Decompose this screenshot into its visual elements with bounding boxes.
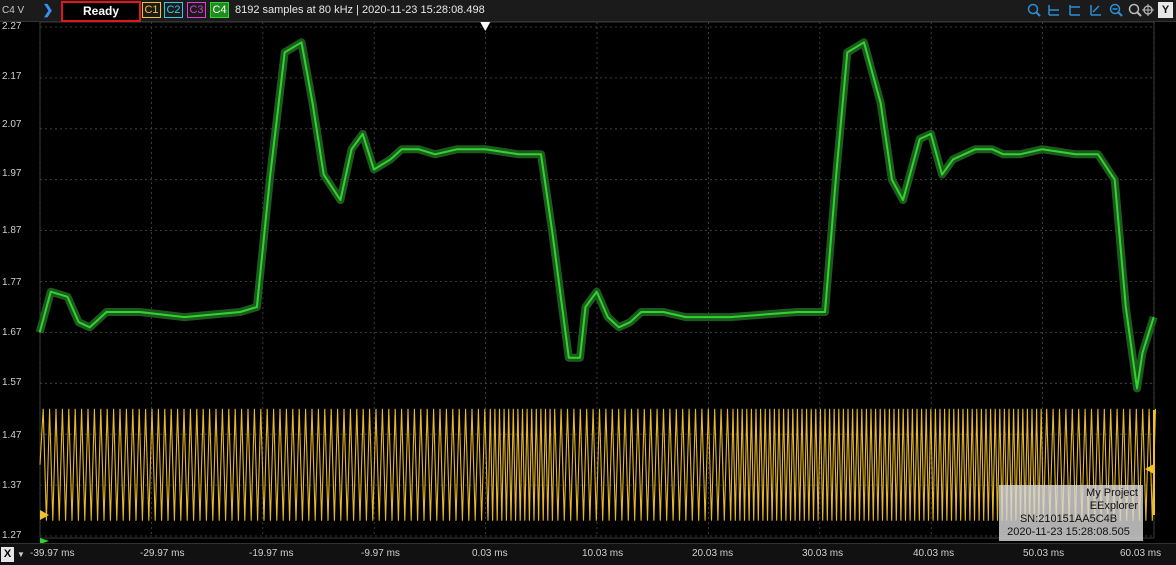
x-tick-label: -39.97 ms: [30, 548, 75, 559]
x-tick-label: -29.97 ms: [140, 548, 185, 559]
x-axis-bar: X ▼ -39.97 ms -29.97 ms -19.97 ms -9.97 …: [0, 543, 1176, 565]
zoom-fit-icon[interactable]: [1127, 3, 1143, 18]
status-indicator: Ready: [61, 1, 141, 22]
serial-number: SN:210151AA5C4B: [1019, 513, 1118, 525]
toolbar: C4 V ❯ Ready C1 C2 C3 C4 8192 samples at…: [0, 0, 1176, 22]
c4-trace-line: [38, 41, 1155, 390]
y-tick-label: 2.17: [2, 71, 22, 82]
x-tick-label: 50.03 ms: [1023, 548, 1065, 559]
channel-c3-button[interactable]: C3: [187, 2, 206, 18]
acquisition-info: 8192 samples at 80 kHz | 2020-11-23 15:2…: [235, 4, 485, 16]
x-tick-label: -9.97 ms: [361, 548, 400, 559]
channel-c2-button[interactable]: C2: [164, 2, 183, 18]
channel-c4-button[interactable]: C4: [210, 2, 229, 18]
x-tick-label: 20.03 ms: [692, 548, 734, 559]
y-tick-label: 1.27: [2, 530, 22, 541]
y-tick-label: 1.47: [2, 430, 22, 441]
channel-c1-button[interactable]: C1: [142, 2, 161, 18]
target-icon[interactable]: [1140, 3, 1156, 18]
zoom-out-icon[interactable]: [1108, 3, 1124, 18]
project-name: My Project: [1086, 487, 1138, 499]
c1-trace-line: [39, 408, 1157, 521]
c1-level-marker-icon: [1145, 464, 1154, 474]
capture-timestamp: 2020-11-23 15:28:08.505: [1007, 526, 1130, 538]
plot-markers: [40, 22, 1155, 543]
y-tick-label: 1.67: [2, 327, 22, 338]
trigger-marker-icon: [480, 22, 491, 31]
x-tick-label: 40.03 ms: [913, 548, 955, 559]
app-name: EExplorer: [1089, 500, 1138, 512]
c1-waveform: [39, 408, 1157, 521]
channel-unit-label: C4 V: [2, 5, 25, 16]
expand-menu-icon[interactable]: ❯: [42, 2, 54, 17]
zoom-xy-icon[interactable]: [1088, 3, 1104, 18]
x-tick-label: 10.03 ms: [582, 548, 624, 559]
y-tick-label: 1.97: [2, 168, 22, 179]
y-tick-label: 2.07: [2, 119, 22, 130]
zoom-y-icon[interactable]: [1067, 3, 1083, 18]
y-tick-label: 2.27: [2, 21, 22, 32]
x-tick-label: -19.97 ms: [249, 548, 294, 559]
x-tick-label: 30.03 ms: [802, 548, 844, 559]
x-tick-label: 0.03 ms: [472, 548, 508, 559]
zoom-x-icon[interactable]: [1046, 3, 1062, 18]
device-info-box: My Project EExplorer SN:210151AA5C4B 202…: [999, 485, 1143, 541]
x-tick-label: 60.03 ms: [1120, 548, 1162, 559]
y-tick-label: 1.57: [2, 377, 22, 388]
c1-ground-marker-icon: [40, 510, 49, 520]
y-tick-label: 1.77: [2, 277, 22, 288]
c4-ground-marker-icon: [40, 538, 49, 543]
y-axis-button[interactable]: Y: [1158, 2, 1173, 18]
y-tick-label: 1.87: [2, 225, 22, 236]
c4-waveform: [35, 38, 1158, 393]
zoom-in-icon[interactable]: [1026, 3, 1042, 18]
x-axis-button[interactable]: X: [1, 547, 14, 562]
y-tick-label: 1.37: [2, 480, 22, 491]
chevron-down-icon[interactable]: ▼: [17, 550, 25, 559]
oscilloscope-plot[interactable]: [0, 22, 1176, 543]
